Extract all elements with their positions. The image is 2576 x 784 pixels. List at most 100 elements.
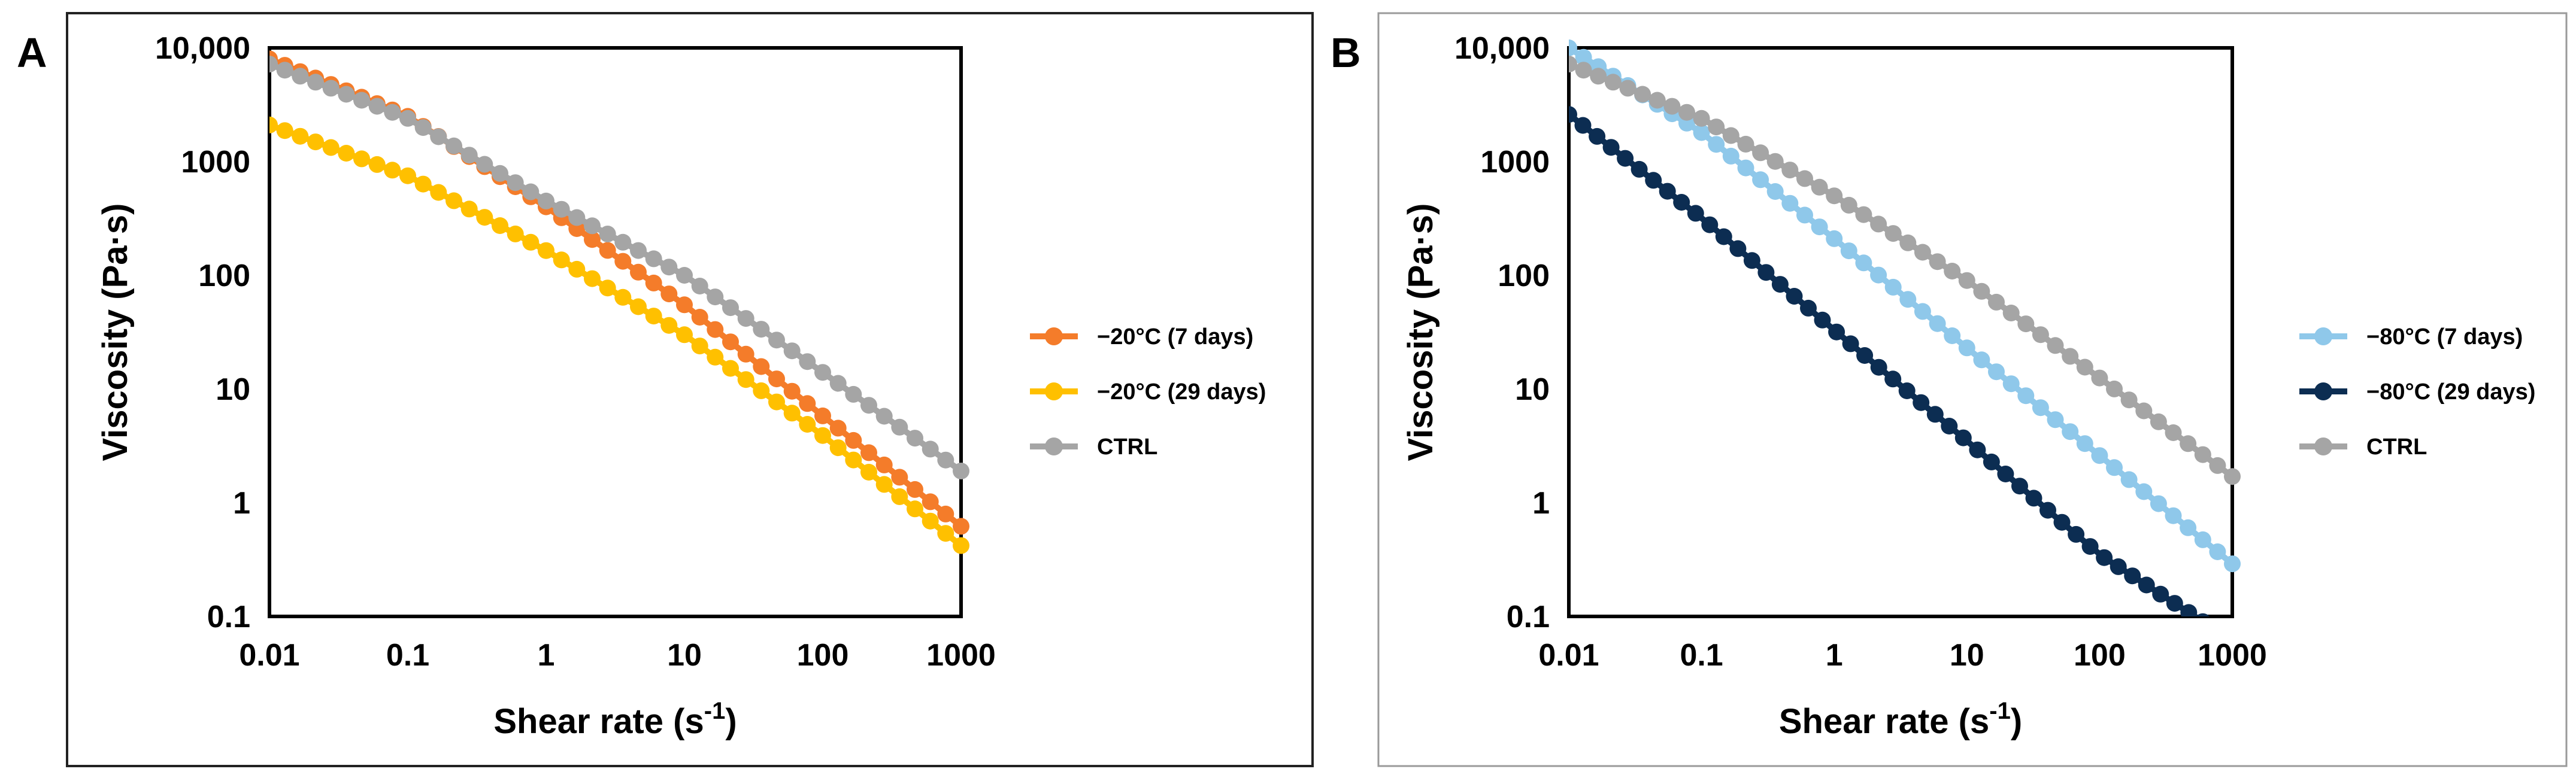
panel-b-data-point — [1983, 453, 2000, 470]
panel-a-x-tick-label: 0.1 — [386, 638, 429, 673]
panel-b-legend-item: −80°C (7 days) — [2299, 324, 2523, 350]
panel-b-data-point — [2011, 478, 2028, 495]
panel-b-legend-label: −80°C (7 days) — [2366, 324, 2523, 350]
panel-b-data-point — [2152, 585, 2169, 603]
panel-a-y-tick-label: 10,000 — [155, 31, 250, 66]
panel-a-y-tick-label: 0.1 — [207, 600, 250, 634]
panel-b-data-point — [1796, 170, 1813, 187]
panel-a-data-point — [307, 74, 324, 91]
panel-b-data-point — [1569, 39, 1577, 56]
panel-b-legend-label: CTRL — [2366, 434, 2427, 460]
panel-a-data-point — [338, 145, 355, 162]
panel-a-x-tick-label: 1000 — [926, 638, 996, 673]
panel-a-data-point — [860, 444, 877, 461]
panel-b-data-point — [1781, 162, 1799, 179]
panel-b-data-point — [2150, 413, 2167, 430]
panel-a-data-point — [768, 393, 785, 411]
panel-a-data-point — [691, 309, 708, 326]
panel-b-data-point — [1575, 62, 1592, 79]
panel-b-data-point — [2106, 459, 2123, 476]
panel-b-data-point — [2180, 604, 2198, 616]
panel-a-x-tick-label: 0.01 — [239, 638, 299, 673]
panel-a-data-point — [353, 150, 370, 168]
panel-a-legend-item: CTRL — [1030, 434, 1157, 460]
panel-b-label: B — [1331, 29, 1361, 76]
panel-b-data-point — [1693, 124, 1710, 141]
panel-a-data-point — [476, 209, 493, 226]
panel-b-data-point — [2135, 402, 2153, 420]
panel-a-legend-marker — [1045, 437, 1063, 455]
panel-b-data-point — [2091, 447, 2108, 464]
panel-b-data-point — [2120, 391, 2138, 409]
panel-a-data-point — [860, 397, 877, 414]
panel-b-data-point — [2106, 380, 2123, 397]
panel-b-data-point — [2032, 326, 2049, 344]
panel-a-frame — [66, 12, 1314, 767]
panel-b-data-point — [1752, 171, 1769, 189]
panel-a-data-point — [269, 116, 278, 133]
panel-b-data-point — [2047, 411, 2064, 429]
panel-a-data-point — [875, 408, 893, 425]
panel-b: B 0.01 0.1 1 10 100 1000 0.1 1 10 100 1000 10,000 S… — [1331, 12, 2568, 767]
panel-b-data-point — [1715, 228, 1732, 245]
panel-b-data-point — [1914, 244, 1931, 261]
panel-a-x-axis-label: Shear rate (s-1) — [493, 698, 737, 741]
panel-b-data-point — [2120, 471, 2138, 488]
panel-b-x-tick-label: 1000 — [2198, 638, 2267, 673]
panel-b-data-point — [2002, 375, 2020, 393]
panel-b-data-point — [1855, 206, 1872, 223]
panel-a-data-point — [875, 476, 893, 493]
panel-b-legend-item: CTRL — [2299, 434, 2427, 460]
panel-a-data-point — [691, 278, 708, 294]
panel-a-data-point — [614, 253, 632, 270]
panel-b-data-point — [2025, 490, 2042, 507]
panel-a-data-point — [599, 226, 616, 242]
panel-b-data-point — [1884, 278, 1902, 296]
panel-b-data-point — [1855, 254, 1872, 272]
panel-b-x-tick-label: 100 — [2074, 638, 2126, 673]
panel-a-legend-label: −20°C (7 days) — [1097, 324, 1253, 350]
panel-b-data-point — [1678, 104, 1695, 121]
panel-b-data-point — [1701, 216, 1719, 233]
panel-b-data-point — [1737, 135, 1754, 153]
panel-b-data-point — [2124, 567, 2141, 585]
panel-a-data-point — [584, 231, 601, 248]
panel-a-data-point — [276, 62, 293, 79]
panel-a-data-point — [860, 464, 877, 481]
panel-a-data-point — [676, 296, 693, 314]
panel-a-data-point — [492, 217, 508, 234]
panel-b-x-axis-label: Shear rate (s-1) — [1779, 698, 2022, 741]
panel-b-data-point — [1899, 291, 1917, 308]
panel-a-data-point — [522, 233, 540, 251]
panel-b-data-point — [1663, 98, 1681, 115]
panel-b-data-point — [1856, 347, 1874, 364]
panel-b-data-point — [1619, 80, 1636, 97]
panel-a-data-point — [430, 128, 447, 145]
panel-b-data-point — [1673, 194, 1690, 211]
panel-b-data-point — [1997, 466, 2014, 482]
panel-b-legend-item: −80°C (29 days) — [2299, 379, 2535, 405]
panel-a-data-point — [492, 165, 508, 182]
panel-b-data-point — [2209, 457, 2226, 474]
panel-b-y-axis-label: Viscosity (Pa·s) — [1401, 203, 1440, 461]
panel-b-data-point — [2138, 576, 2155, 594]
panel-a-data-point — [630, 242, 647, 259]
panel-b-data-point — [1693, 110, 1710, 127]
panel-b-data-point — [1926, 406, 1944, 423]
panel-a-data-point — [660, 317, 678, 334]
panel-a-data-point — [399, 110, 416, 127]
panel-b-data-point — [2194, 531, 2211, 548]
panel-b-data-point — [1708, 136, 1725, 153]
panel-b-data-point — [1973, 282, 1990, 300]
panel-a-data-point — [829, 420, 847, 437]
panel-b-data-point — [2047, 337, 2064, 354]
panel-b-y-tick-label: 0.1 — [1507, 600, 1550, 634]
panel-b-data-point — [1988, 363, 2005, 381]
panel-a-data-point — [953, 518, 969, 535]
panel-a-data-point — [891, 469, 908, 486]
panel-b-data-point — [1958, 339, 1975, 357]
panel-a-data-point — [338, 86, 355, 103]
panel-b-data-point — [1631, 160, 1648, 178]
panel-a-legend-marker — [1045, 327, 1063, 345]
